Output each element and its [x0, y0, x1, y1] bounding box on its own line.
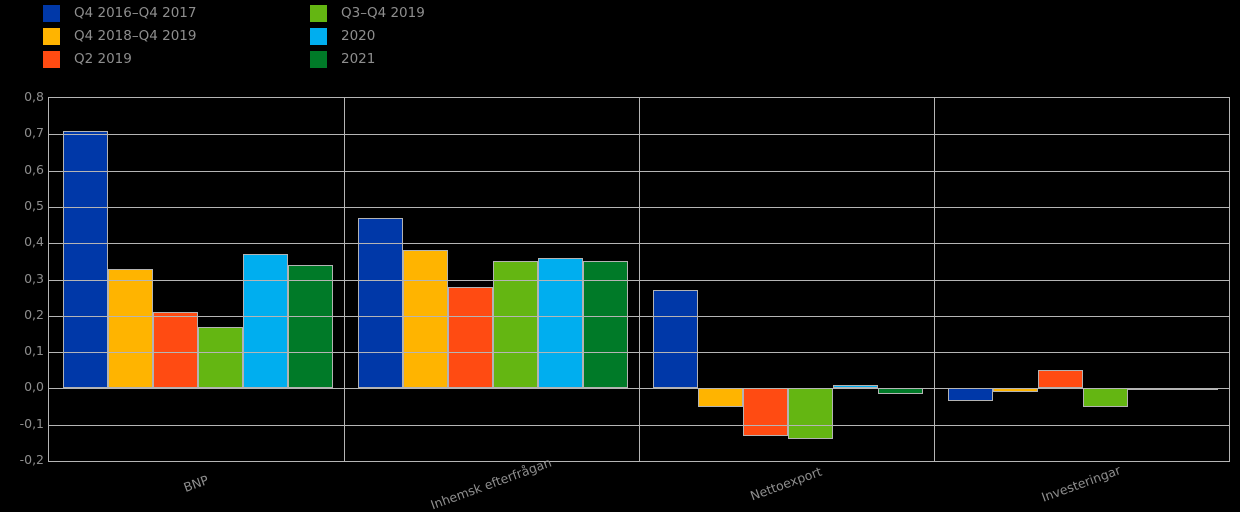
legend-item: 2020 — [310, 27, 375, 45]
bar-series0-nettoexport — [653, 290, 698, 389]
y-tick-label: 0,7 — [24, 125, 44, 141]
legend-swatch-2020 — [310, 27, 327, 45]
legend-item: Q2 2019 — [43, 50, 132, 68]
legend-item: Q4 2016–Q4 2017 — [43, 4, 196, 22]
y-tick-label: 0,0 — [24, 379, 44, 395]
panel-divider — [639, 98, 640, 461]
bar-series0-bnp — [63, 130, 108, 389]
x-tick-label-investeringar: Investeringar — [1038, 462, 1123, 505]
legend-swatch-q3-q4-2019 — [310, 4, 327, 22]
bar-series0-inhemsk-efterfr-gan — [358, 217, 403, 389]
panel-divider — [934, 98, 935, 461]
legend-item: 2021 — [310, 50, 375, 68]
bar-series4-bnp — [243, 254, 288, 389]
panel-divider — [344, 98, 345, 461]
legend-swatch-2021 — [310, 50, 327, 68]
y-tick-label: -0,2 — [19, 452, 44, 467]
x-tick-label-inhemsk-efterfr-gan: Inhemsk efterfrågan — [428, 454, 553, 512]
y-axis: 0,8 0,7 0,6 0,5 0,4 0,3 0,2 0,1 0,0 -0,1 -0,2 — [0, 0, 46, 501]
x-axis: BNP Inhemsk efterfrågan Nettoexport Investe… — [0, 455, 1240, 512]
bar-series4-inhemsk-efterfr-gan — [538, 257, 583, 389]
bar-series4-nettoexport — [833, 384, 878, 389]
legend-label: Q4 2016–Q4 2017 — [74, 4, 197, 21]
bar-series5-bnp — [288, 264, 333, 389]
bar-series1-inhemsk-efterfr-gan — [403, 250, 448, 389]
y-tick-label: 0,5 — [24, 197, 44, 213]
legend-item: Q3–Q4 2019 — [310, 4, 425, 22]
bar-series1-bnp — [108, 268, 153, 389]
bar-series5-inhemsk-efterfr-gan — [583, 261, 628, 389]
bar-series3-investeringar — [1083, 388, 1128, 407]
legend-label: Q2 2019 — [74, 50, 132, 67]
y-tick-label: 0,6 — [24, 161, 44, 177]
bar-series0-investeringar — [948, 388, 993, 402]
legend-label: Q3–Q4 2019 — [341, 4, 425, 21]
bar-series1-nettoexport — [698, 388, 743, 407]
plot-area — [48, 97, 1230, 462]
legend-label: Q4 2018–Q4 2019 — [74, 27, 197, 44]
x-tick-label-bnp: BNP — [180, 472, 211, 495]
bar-series3-nettoexport — [788, 388, 833, 440]
y-tick-label: 0,4 — [24, 234, 44, 250]
bar-series2-bnp — [153, 312, 198, 389]
legend-label: 2020 — [341, 27, 376, 44]
y-tick-label: 0,1 — [24, 343, 44, 359]
bar-series3-bnp — [198, 326, 243, 389]
legend-swatch-q2-2019 — [43, 50, 60, 68]
y-tick-label: -0,1 — [19, 415, 44, 431]
legend: Q4 2016–Q4 2017 Q4 2018–Q4 2019 Q2 2019 … — [0, 0, 640, 75]
legend-item: Q4 2018–Q4 2019 — [43, 27, 196, 45]
y-tick-label: 0,2 — [24, 306, 44, 322]
bar-series2-investeringar — [1038, 370, 1083, 389]
legend-label: 2021 — [341, 50, 376, 67]
legend-swatch-q4-2016-q4-2017 — [43, 4, 60, 22]
y-tick-label: 0,3 — [24, 270, 44, 286]
bar-series2-nettoexport — [743, 388, 788, 436]
x-tick-label-nettoexport: Nettoexport — [747, 463, 824, 504]
legend-swatch-q4-2018-q4-2019 — [43, 27, 60, 45]
bar-series2-inhemsk-efterfr-gan — [448, 286, 493, 389]
y-tick-label: 0,8 — [24, 89, 44, 104]
bar-series3-inhemsk-efterfr-gan — [493, 261, 538, 389]
